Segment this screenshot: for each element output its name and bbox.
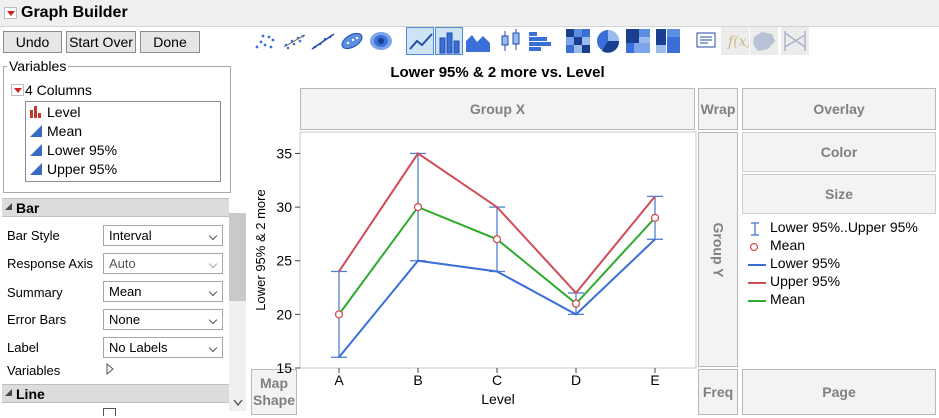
- group-y-label: Group Y: [710, 222, 726, 277]
- continuous-column-icon: [30, 144, 42, 156]
- size-zone[interactable]: Size: [742, 174, 936, 214]
- x-axis: A B C D E: [334, 368, 660, 388]
- y-tick-label: 20: [276, 306, 292, 322]
- collapse-triangle-icon[interactable]: [5, 203, 12, 210]
- x-tick-label: A: [334, 372, 344, 388]
- color-zone[interactable]: Color: [742, 132, 936, 172]
- columns-menu-icon[interactable]: [11, 84, 24, 96]
- smoother-icon[interactable]: [309, 27, 337, 55]
- box-plot-icon[interactable]: [497, 27, 525, 55]
- x-tick-label: E: [650, 372, 659, 388]
- y-tick-label: 25: [276, 253, 292, 269]
- response-axis-select: Auto: [103, 253, 223, 274]
- x-tick-label: D: [571, 372, 581, 388]
- mosaic-icon[interactable]: [654, 27, 682, 55]
- start-over-button[interactable]: Start Over: [66, 31, 136, 53]
- x-tick-label: C: [492, 372, 502, 388]
- chevron-down-icon: [208, 287, 218, 297]
- x-tick-label: B: [413, 372, 422, 388]
- error-bars-label: Error Bars: [7, 312, 67, 327]
- collapse-triangle-icon[interactable]: [5, 389, 12, 396]
- wrap-zone[interactable]: Wrap: [698, 88, 738, 130]
- ellipse-icon[interactable]: [338, 27, 366, 55]
- jitter-points-icon[interactable]: [280, 27, 308, 55]
- y-tick-label: 15: [276, 360, 292, 376]
- scroll-down-icon[interactable]: [233, 399, 243, 407]
- title-bar: [0, 0, 939, 27]
- app-title: Graph Builder: [21, 4, 128, 21]
- chevron-down-icon: [208, 259, 218, 269]
- error-bars-select[interactable]: None: [103, 309, 223, 330]
- group-y-zone[interactable]: Group Y: [698, 132, 738, 367]
- circle-marker-icon: [749, 242, 759, 252]
- y-tick-label: 30: [276, 199, 292, 215]
- chevron-down-icon: [208, 231, 218, 241]
- mean-markers: [334, 202, 660, 319]
- columns-count: 4 Columns: [25, 82, 92, 98]
- overlay-zone[interactable]: Overlay: [742, 88, 936, 130]
- summary-label: Summary: [7, 285, 63, 300]
- svg-text:f(x): f(x): [727, 34, 749, 50]
- scrollbar-thumb[interactable]: [229, 213, 246, 301]
- plot-frame: [299, 131, 697, 369]
- line-swatch-icon: [748, 282, 766, 284]
- undo-button[interactable]: Undo: [3, 31, 62, 53]
- contour-icon[interactable]: [367, 27, 395, 55]
- pie-icon[interactable]: [594, 27, 622, 55]
- mean-marker: [650, 213, 660, 222]
- red-triangle-menu-icon[interactable]: [4, 7, 17, 19]
- chevron-down-icon: [208, 315, 218, 325]
- points-icon[interactable]: [251, 27, 279, 55]
- continuous-column-icon: [30, 125, 42, 137]
- graph-area: 15 20 25 30 35 A B C D E Level Lower 95% & 2 mor…: [253, 131, 697, 407]
- column-list: Level Mean Lower 95% Upper 95%: [25, 101, 221, 182]
- mean-marker: [413, 202, 423, 212]
- bar-style-label: Bar Style: [7, 228, 60, 243]
- summary-select[interactable]: Mean: [103, 281, 223, 302]
- chart-title: Lower 95% & 2 more vs. Level: [390, 64, 605, 81]
- freq-zone[interactable]: Freq: [698, 369, 738, 415]
- mean-marker: [492, 235, 502, 244]
- done-button[interactable]: Done: [140, 31, 200, 53]
- bar-style-select[interactable]: Interval: [103, 225, 223, 246]
- line-swatch-icon: [748, 264, 766, 266]
- line-swatch-icon: [748, 300, 766, 302]
- error-bar-swatch-icon: [751, 222, 759, 236]
- caption-box-icon[interactable]: [692, 27, 720, 55]
- histogram-icon[interactable]: [526, 27, 554, 55]
- variables-legend: Variables: [7, 58, 69, 74]
- y-axis: 15 20 25 30 35: [276, 145, 300, 376]
- mean-marker: [571, 299, 581, 308]
- series-line-lower-95: [338, 238, 656, 358]
- nominal-column-icon: [30, 106, 41, 118]
- checkbox[interactable]: [103, 408, 116, 416]
- y-tick-label: 35: [276, 145, 292, 161]
- formula-icon[interactable]: f(x): [721, 27, 749, 55]
- chevron-down-icon: [208, 343, 218, 353]
- mean-marker: [334, 310, 344, 319]
- treemap-icon[interactable]: [624, 27, 652, 55]
- map-shape-zone[interactable]: Map Shape: [251, 369, 297, 415]
- line-section-header[interactable]: Line: [2, 384, 229, 403]
- response-axis-label: Response Axis: [7, 256, 93, 271]
- series-line-upper-95: [338, 152, 656, 295]
- x-axis-title: Level: [481, 391, 514, 407]
- continuous-column-icon: [30, 163, 42, 175]
- page-zone[interactable]: Page: [742, 369, 936, 415]
- label-label: Label: [7, 340, 39, 355]
- variables-label: Variables: [7, 363, 61, 378]
- group-x-zone[interactable]: Group X: [300, 88, 695, 130]
- area-icon[interactable]: [464, 27, 492, 55]
- parallel-icon[interactable]: [781, 27, 809, 55]
- heatmap-icon[interactable]: [564, 27, 592, 55]
- label-select[interactable]: No Labels: [103, 337, 223, 358]
- map-shapes-icon[interactable]: [750, 27, 778, 55]
- line-icon[interactable]: [406, 27, 434, 55]
- expand-right-icon[interactable]: [106, 363, 114, 375]
- bar-icon[interactable]: [435, 27, 463, 55]
- bar-section-header[interactable]: Bar: [2, 198, 229, 217]
- y-axis-title: Lower 95% & 2 more: [253, 189, 268, 310]
